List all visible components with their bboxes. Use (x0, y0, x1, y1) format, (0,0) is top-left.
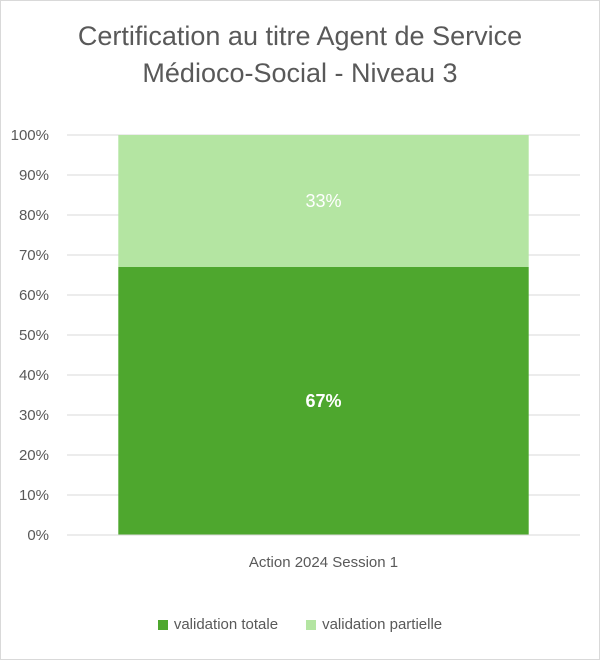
y-tick-label: 50% (19, 327, 49, 344)
chart-title-line-1: Certification au titre Agent de Service (77, 21, 523, 51)
y-tick-label: 90% (19, 167, 49, 184)
data-label-validation-partielle: 33% (305, 191, 341, 211)
legend-swatch-validation-totale (157, 619, 168, 630)
chart-title: Certification au titre Agent de Service … (0, 18, 600, 92)
y-tick-label: 10% (19, 487, 49, 504)
y-tick-label: 0% (27, 527, 49, 544)
y-tick-label: 30% (19, 407, 49, 424)
legend-label-validation-totale: validation totale (173, 616, 279, 633)
y-tick-label: 60% (19, 287, 49, 304)
y-tick-label: 70% (19, 247, 49, 264)
bar-segment-validation-totale (118, 267, 529, 535)
legend-swatch-validation-partielle (306, 619, 317, 630)
legend-item-validation-partielle: validation partielle (306, 616, 442, 633)
legend: validation totale validation partielle (0, 616, 600, 633)
y-tick-label: 100% (11, 127, 49, 144)
bar-segment-validation-partielle (118, 135, 529, 267)
x-category-label: Action 2024 Session 1 (249, 554, 398, 571)
data-label-validation-totale: 67% (305, 391, 341, 411)
legend-label-validation-partielle: validation partielle (322, 616, 443, 633)
y-tick-label: 40% (19, 367, 49, 384)
y-tick-label: 80% (19, 207, 49, 224)
legend-item-validation-totale: validation totale (157, 616, 279, 633)
y-tick-label: 20% (19, 447, 49, 464)
chart-title-line-2: Médioco-Social - Niveau 3 (142, 58, 458, 88)
